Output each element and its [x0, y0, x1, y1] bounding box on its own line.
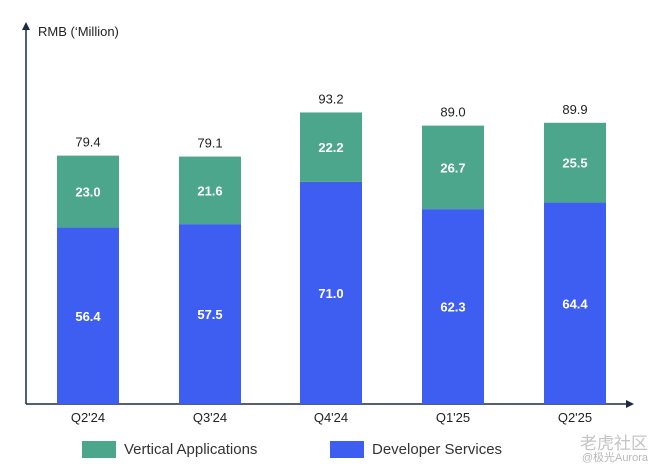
- legend-label-developer-services: Developer Services: [372, 441, 503, 458]
- data-label-vertical-applications: 25.5: [562, 156, 587, 171]
- bar-vertical-applications: [422, 125, 484, 210]
- x-axis-arrow: [626, 400, 634, 408]
- x-tick-label: Q2'24: [71, 410, 105, 425]
- labels: 56.4 23.0 79.4 Q2'24 57.5 21.6 79.1 Q3'24 71.0 22…: [71, 91, 592, 425]
- x-tick-label: Q1'25: [436, 410, 470, 425]
- bar-vertical-applications: [57, 155, 119, 228]
- bar-vertical-applications: [179, 156, 241, 225]
- bar-developer-services: [422, 209, 484, 404]
- total-label: 93.2: [318, 91, 343, 106]
- data-label-vertical-applications: 26.7: [440, 160, 465, 175]
- bar-developer-services: [57, 227, 119, 404]
- total-label: 79.1: [197, 136, 222, 151]
- bar-developer-services: [179, 224, 241, 404]
- data-label-vertical-applications: 21.6: [197, 183, 222, 198]
- y-axis-label: RMB (‘Million): [38, 24, 119, 39]
- legend-label-vertical-applications: Vertical Applications: [124, 441, 258, 458]
- legend-swatch-vertical-applications: [82, 441, 116, 458]
- chart-svg: RMB (‘Million) 56.4 23.0 79.4 Q2'24 57.5 21.6…: [22, 22, 634, 425]
- bars: [57, 112, 606, 404]
- total-label: 89.0: [440, 105, 465, 120]
- data-label-developer-services: 71.0: [318, 286, 343, 301]
- x-tick-label: Q4'24: [314, 410, 348, 425]
- data-label-developer-services: 64.4: [562, 296, 588, 311]
- watermark-line2: @极光Aurora: [581, 452, 648, 464]
- data-label-vertical-applications: 22.2: [318, 140, 343, 155]
- x-tick-label: Q3'24: [193, 410, 227, 425]
- x-tick-label: Q2'25: [558, 410, 592, 425]
- data-label-vertical-applications: 23.0: [75, 185, 100, 200]
- bar-developer-services: [544, 202, 606, 404]
- y-axis-arrow: [22, 22, 30, 30]
- legend-item-developer-services: Developer Services: [330, 441, 502, 458]
- legend: Vertical Applications Developer Services: [0, 441, 658, 463]
- data-label-developer-services: 57.5: [197, 307, 222, 322]
- data-label-developer-services: 56.4: [75, 309, 101, 324]
- bar-vertical-applications: [300, 112, 362, 182]
- legend-swatch-developer-services: [330, 441, 364, 458]
- watermark: 老虎社区 @极光Aurora: [580, 434, 648, 465]
- total-label: 79.4: [75, 135, 100, 150]
- legend-item-vertical-applications: Vertical Applications: [82, 441, 257, 458]
- total-label: 89.9: [562, 102, 587, 117]
- bar-vertical-applications: [544, 122, 606, 203]
- data-label-developer-services: 62.3: [440, 300, 465, 315]
- watermark-line1: 老虎社区: [580, 434, 648, 453]
- bar-developer-services: [300, 181, 362, 404]
